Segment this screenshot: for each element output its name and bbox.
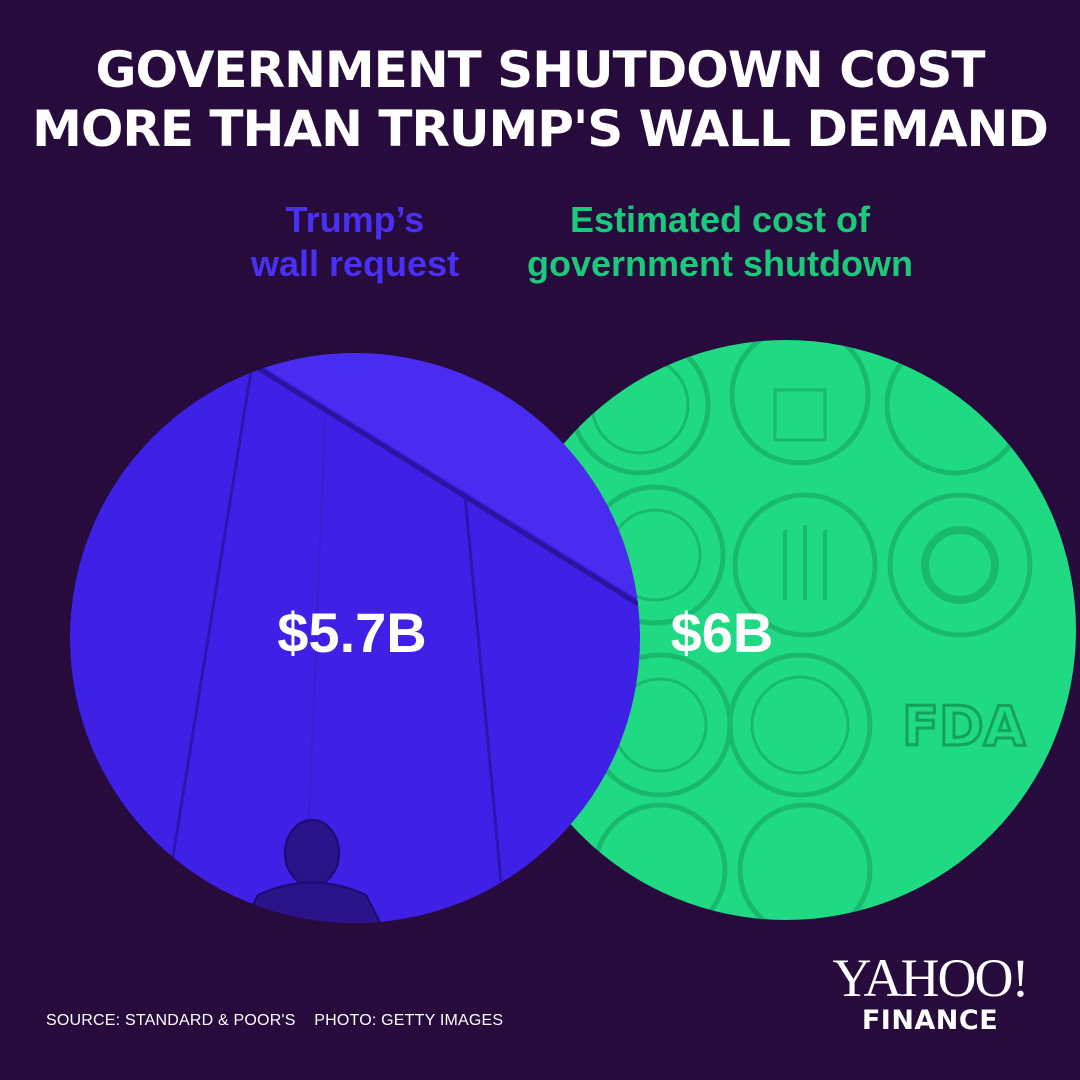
commerce-seal-icon bbox=[729, 340, 871, 466]
wall-value-label: $5.7B bbox=[277, 601, 426, 664]
photo-credit: PHOTO: GETTY IMAGES bbox=[314, 1012, 504, 1029]
wall-series-label: Trump’s wall request bbox=[210, 198, 500, 286]
shutdown-series-label-line-2: government shutdown bbox=[527, 243, 913, 284]
sec-seal-icon bbox=[727, 652, 873, 798]
footer-credits: SOURCE: STANDARD & POOR'S PHOTO: GETTY I… bbox=[46, 1012, 503, 1030]
wall-series-label-line-1: Trump’s bbox=[285, 199, 425, 240]
wall-series-label-line-2: wall request bbox=[250, 243, 460, 284]
chart-title-line-1: GOVERNMENT SHUTDOWN COST bbox=[95, 41, 986, 99]
fda-logo-icon: FDA bbox=[902, 695, 1026, 758]
wall-seam-line bbox=[160, 364, 254, 923]
chart-title-line-2: MORE THAN TRUMP'S WALL DEMAND bbox=[32, 100, 1049, 158]
wall-edge-line bbox=[243, 357, 640, 608]
shutdown-series-label: Estimated cost of government shutdown bbox=[500, 198, 940, 286]
yahoo-finance-logo: YAHOO! FINANCE bbox=[820, 950, 1040, 1036]
wall-seam-line bbox=[463, 494, 507, 923]
housing-seal-icon bbox=[732, 492, 878, 638]
transportation-seal-icon bbox=[887, 492, 1033, 638]
logo-finance: FINANCE bbox=[861, 1005, 999, 1036]
shutdown-series-label-line-1: Estimated cost of bbox=[569, 199, 871, 240]
shutdown-value-label: $6B bbox=[671, 601, 774, 664]
source-credit: SOURCE: STANDARD & POOR'S bbox=[46, 1012, 296, 1029]
shutdown-circle bbox=[496, 340, 1076, 920]
logo-yahoo: YAHOO! bbox=[832, 948, 1030, 1008]
